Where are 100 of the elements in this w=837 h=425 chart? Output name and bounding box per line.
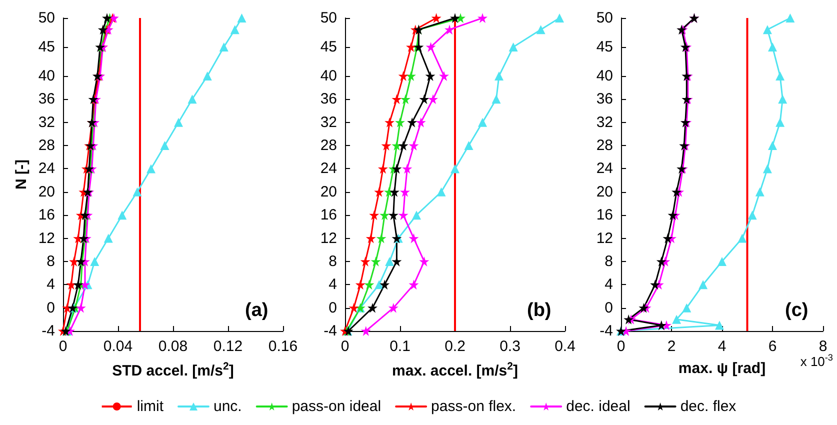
point bbox=[536, 25, 546, 34]
point bbox=[464, 141, 474, 150]
point bbox=[132, 187, 142, 196]
x-tick-label: 0 bbox=[616, 338, 626, 355]
point bbox=[776, 71, 785, 80]
legend-label: dec. flex bbox=[680, 398, 737, 415]
y-tick-label: 32 bbox=[596, 114, 613, 131]
y-tick-label: 50 bbox=[38, 10, 55, 26]
y-tick-label: 4 bbox=[328, 276, 337, 294]
x-tick-label: 0.16 bbox=[268, 338, 298, 355]
point bbox=[376, 233, 386, 244]
point bbox=[384, 117, 395, 128]
point bbox=[431, 13, 442, 23]
point bbox=[478, 13, 488, 23]
point bbox=[400, 186, 410, 197]
x-tick-label: 0.4 bbox=[554, 338, 576, 355]
point bbox=[348, 302, 359, 313]
point bbox=[402, 164, 412, 174]
point bbox=[508, 42, 518, 52]
x-axis-title: max. ψ [rad] bbox=[678, 360, 766, 377]
point bbox=[368, 302, 378, 313]
point bbox=[416, 117, 426, 128]
point bbox=[450, 13, 460, 23]
point bbox=[426, 42, 436, 52]
point bbox=[174, 118, 183, 127]
point bbox=[778, 94, 788, 104]
point bbox=[360, 326, 371, 336]
point bbox=[776, 118, 785, 127]
point bbox=[714, 320, 724, 330]
point bbox=[638, 302, 649, 313]
point bbox=[395, 117, 405, 128]
point bbox=[374, 280, 384, 290]
y-axis-title: N [-] bbox=[13, 160, 30, 190]
point bbox=[768, 42, 777, 52]
y-tick-label: 40 bbox=[320, 67, 337, 84]
point bbox=[407, 117, 418, 128]
legend-label: limit bbox=[136, 398, 164, 415]
point bbox=[408, 280, 419, 290]
point bbox=[478, 118, 487, 127]
point bbox=[656, 256, 666, 266]
point bbox=[748, 210, 757, 220]
point bbox=[230, 25, 240, 34]
point bbox=[492, 94, 501, 104]
point bbox=[160, 141, 170, 150]
point bbox=[237, 14, 246, 22]
annotation: (c) bbox=[785, 300, 808, 321]
y-tick-label: 16 bbox=[596, 206, 613, 224]
point bbox=[555, 14, 564, 22]
y-tick-label: 40 bbox=[596, 67, 613, 84]
point bbox=[392, 164, 402, 174]
point bbox=[380, 210, 390, 220]
point bbox=[62, 302, 72, 313]
y-tick-label: -4 bbox=[42, 322, 55, 340]
y-tick-label: 50 bbox=[596, 10, 613, 26]
point bbox=[406, 70, 416, 81]
point bbox=[146, 164, 156, 174]
point bbox=[662, 233, 673, 244]
y-tick-label: 20 bbox=[596, 183, 613, 200]
y-tick-label: 28 bbox=[38, 137, 55, 154]
point bbox=[718, 256, 726, 266]
point bbox=[388, 302, 398, 313]
y-tick-label: 45 bbox=[38, 38, 55, 56]
point bbox=[436, 187, 446, 196]
point bbox=[406, 42, 416, 52]
y-tick-label: 0 bbox=[328, 299, 337, 316]
point bbox=[104, 234, 113, 243]
point bbox=[118, 210, 127, 220]
x-tick-label: 0.3 bbox=[500, 338, 520, 355]
y-tick-label: 36 bbox=[38, 90, 55, 108]
y-tick-label: 0 bbox=[46, 299, 55, 316]
point bbox=[439, 70, 449, 81]
point bbox=[419, 256, 430, 266]
x-tick-label: 4 bbox=[718, 338, 726, 355]
x-tick-label: 0 bbox=[58, 338, 68, 355]
y-tick-label: 12 bbox=[320, 230, 337, 247]
point bbox=[388, 210, 398, 220]
legend-label: unc. bbox=[213, 398, 242, 415]
x-tick-label: 0 bbox=[340, 338, 350, 355]
y-tick-label: 24 bbox=[38, 160, 55, 178]
y-tick-label: 45 bbox=[596, 38, 613, 56]
point bbox=[408, 140, 419, 151]
x-tick-label: 0.04 bbox=[103, 338, 133, 355]
point bbox=[428, 94, 438, 104]
point bbox=[385, 256, 394, 266]
y-tick-label: 40 bbox=[38, 67, 55, 84]
y-tick-label: 8 bbox=[604, 252, 613, 270]
y-tick-label: 20 bbox=[320, 183, 337, 200]
y-tick-label: 28 bbox=[596, 137, 613, 154]
y-tick-label: 45 bbox=[320, 38, 337, 56]
legend-label: pass-on ideal bbox=[292, 398, 382, 415]
point bbox=[624, 314, 634, 324]
point bbox=[398, 210, 408, 220]
y-tick-label: 12 bbox=[596, 230, 613, 247]
y-tick-label: 12 bbox=[38, 230, 55, 247]
point bbox=[188, 94, 197, 104]
point bbox=[419, 94, 430, 104]
legend-label: pass-on flex. bbox=[431, 398, 516, 415]
annotation: (a) bbox=[245, 300, 268, 321]
x-tick-label: 0.12 bbox=[213, 338, 243, 355]
point bbox=[450, 164, 460, 174]
